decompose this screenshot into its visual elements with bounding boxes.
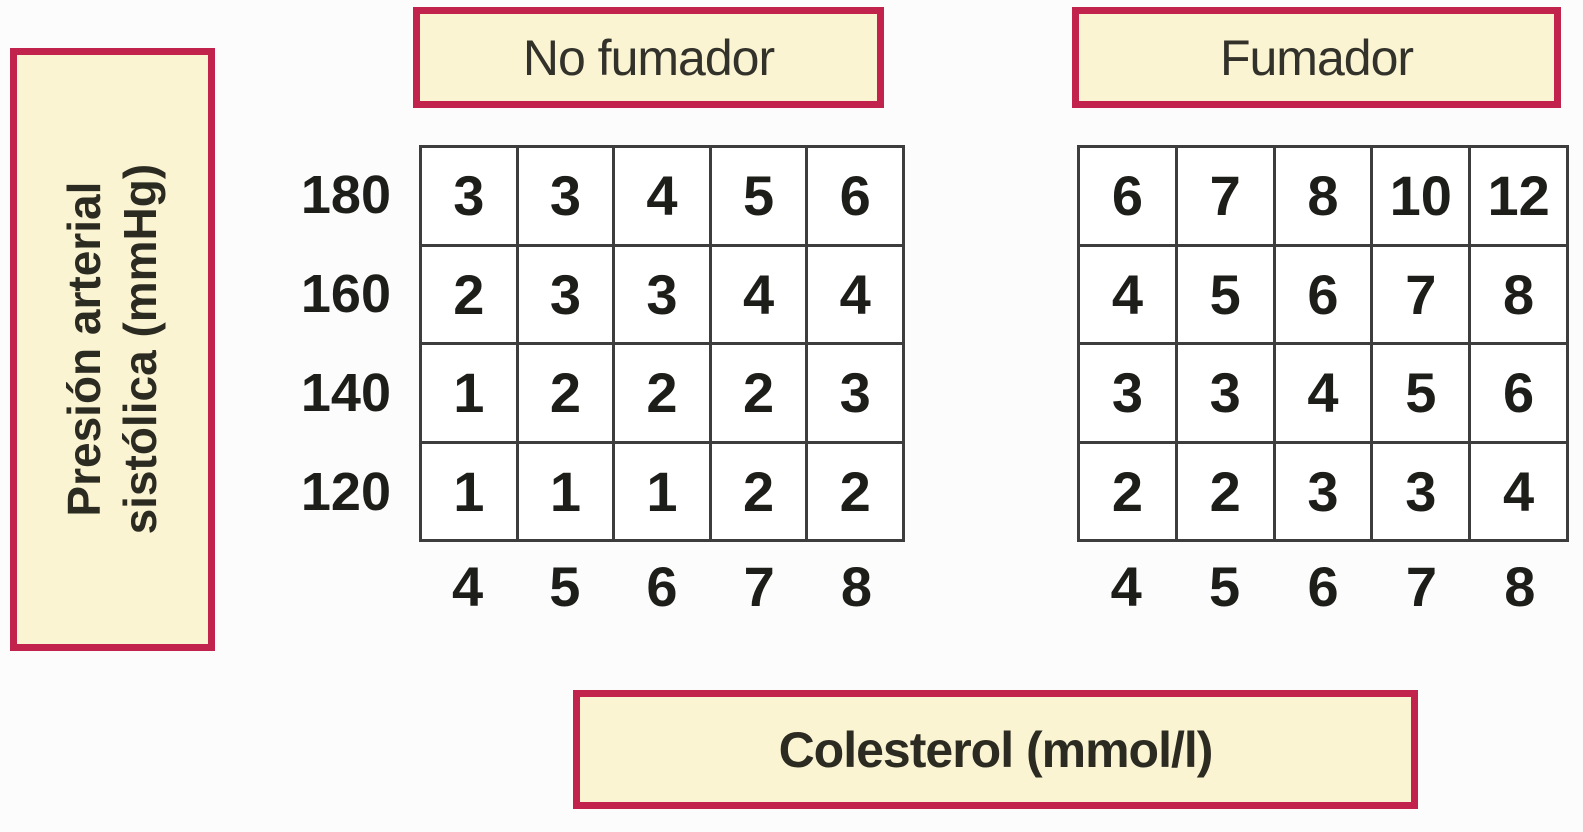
grid-cell: 5 [711,148,806,244]
grid-cell: 6 [1471,345,1566,441]
grid-cell: 2 [808,443,902,539]
grid-cell: 2 [422,246,516,342]
grid-cell: 1 [422,443,516,539]
x-tick: 8 [840,554,872,618]
grid-cell: 4 [1080,246,1175,342]
y-tick-180: 180 [300,164,391,225]
grid-cell: 2 [1080,443,1175,539]
y-axis-ticks: 180 160 140 120 [255,145,405,542]
panel-header-fumador: Fumador [1072,7,1561,108]
panel-title-no-fumador: No fumador [522,29,775,86]
grid-cell: 10 [1373,148,1469,244]
y-tick-160: 160 [300,263,391,324]
y-tick-140: 140 [300,363,391,424]
y-axis-label-line2: sistólica (mmHg) [114,164,167,535]
grid-cell: 4 [1275,345,1371,441]
grid-cell: 1 [615,443,709,539]
grid-cell: 3 [808,345,902,441]
grid-cell: 4 [711,246,806,342]
grid-cell: 3 [1275,443,1371,539]
grid-cell: 6 [1275,246,1371,342]
panel-header-no-fumador: No fumador [413,7,884,108]
grid-cell: 1 [518,443,613,539]
y-tick-120: 120 [300,462,391,523]
grid-cell: 3 [1177,345,1273,441]
x-tick: 7 [743,554,775,618]
grid-cell: 8 [1275,148,1371,244]
grid-cell: 3 [615,246,709,342]
grid-cell: 12 [1471,148,1566,244]
x-axis-ticks-no-fumador: 4 5 6 7 8 [419,552,905,620]
grid-cell: 2 [1177,443,1273,539]
grid-no-fumador: 3 3 4 5 6 2 3 3 4 4 1 2 2 2 3 1 1 1 2 2 [419,145,905,542]
grid-cell: 3 [518,246,613,342]
grid-cell: 2 [711,443,806,539]
grid-cell: 4 [1471,443,1566,539]
grid-cell: 2 [518,345,613,441]
x-axis-label: Colesterol (mmol/l) [778,721,1214,778]
grid-cell: 3 [1080,345,1175,441]
x-tick: 4 [452,554,484,618]
y-axis-label-box: Presión arterial sistólica (mmHg) [10,48,215,651]
grid-cell: 4 [808,246,902,342]
grid-cell: 7 [1373,246,1469,342]
grid-cell: 3 [422,148,516,244]
x-tick: 8 [1504,554,1536,618]
grid-cell: 3 [518,148,613,244]
grid-cell: 4 [615,148,709,244]
grid-cell: 6 [1080,148,1175,244]
x-tick: 6 [1307,554,1339,618]
y-axis-label: Presión arterial sistólica (mmHg) [56,164,168,535]
x-axis-label-box: Colesterol (mmol/l) [573,690,1418,809]
grid-cell: 5 [1177,246,1273,342]
x-tick: 6 [646,554,678,618]
grid-cell: 1 [422,345,516,441]
grid-cell: 6 [808,148,902,244]
x-axis-ticks-fumador: 4 5 6 7 8 [1077,552,1569,620]
x-tick: 4 [1110,554,1142,618]
grid-cell: 8 [1471,246,1566,342]
grid-fumador: 6 7 8 10 12 4 5 6 7 8 3 3 4 5 6 2 2 3 3 … [1077,145,1569,542]
grid-cell: 2 [711,345,806,441]
grid-cell: 5 [1373,345,1469,441]
x-tick: 5 [549,554,581,618]
x-tick: 7 [1405,554,1437,618]
panel-title-fumador: Fumador [1219,29,1414,86]
grid-cell: 3 [1373,443,1469,539]
y-axis-label-line1: Presión arterial [58,182,111,517]
grid-cell: 2 [615,345,709,441]
grid-cell: 7 [1177,148,1273,244]
x-tick: 5 [1209,554,1241,618]
